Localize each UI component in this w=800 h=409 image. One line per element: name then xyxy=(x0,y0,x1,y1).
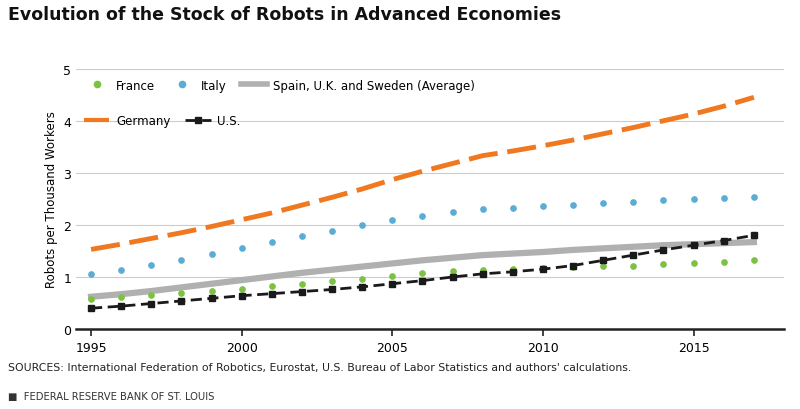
Text: SOURCES: International Federation of Robotics, Eurostat, U.S. Bureau of Labor St: SOURCES: International Federation of Rob… xyxy=(8,362,631,372)
Text: Evolution of the Stock of Robots in Advanced Economies: Evolution of the Stock of Robots in Adva… xyxy=(8,6,561,24)
Text: ■  FEDERAL RESERVE BANK OF ST. LOUIS: ■ FEDERAL RESERVE BANK OF ST. LOUIS xyxy=(8,391,214,400)
Legend: Germany, U.S.: Germany, U.S. xyxy=(79,110,245,132)
Y-axis label: Robots per Thousand Workers: Robots per Thousand Workers xyxy=(45,111,58,288)
